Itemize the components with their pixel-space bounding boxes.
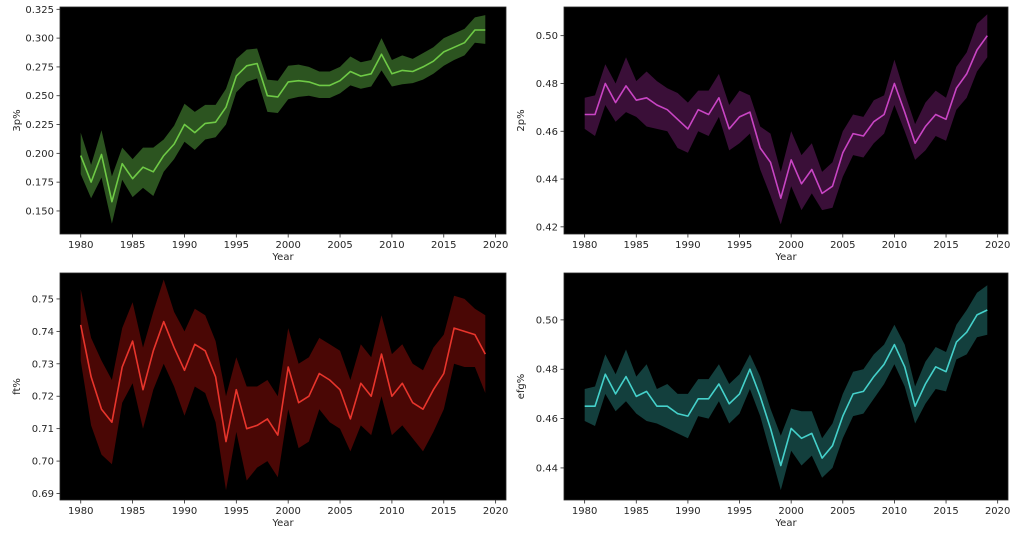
chart-panel-2p-pct: 1980 1985 1990 1995 2000 2005 2010 2015 2020 0.42… bbox=[516, 6, 1010, 263]
x-tick-label: 1995 bbox=[224, 240, 249, 251]
x-tick-label: 2000 bbox=[778, 240, 803, 251]
y-axis-label: 3p% bbox=[12, 109, 23, 131]
x-tick-label: 2005 bbox=[327, 506, 352, 517]
y-tick-label: 0.300 bbox=[25, 34, 54, 45]
y-axis-label: ft% bbox=[12, 378, 23, 395]
x-tick-label: 2010 bbox=[379, 506, 404, 517]
y-tick-label: 0.225 bbox=[25, 120, 54, 131]
y-axis-label: efg% bbox=[516, 374, 527, 400]
x-tick-label: 1985 bbox=[624, 506, 649, 517]
x-tick-label: 2005 bbox=[830, 506, 855, 517]
x-tick-label: 2000 bbox=[778, 506, 803, 517]
y-tick-label: 0.44 bbox=[536, 463, 558, 474]
y-tick-label: 0.70 bbox=[32, 457, 54, 468]
axes-frame bbox=[563, 272, 1009, 501]
x-tick-label: 2015 bbox=[431, 240, 456, 251]
y-axis-label: 2p% bbox=[516, 109, 527, 131]
x-tick-label: 1980 bbox=[68, 240, 93, 251]
y-tick-label: 0.325 bbox=[25, 5, 54, 16]
x-tick-label: 1985 bbox=[120, 506, 145, 517]
y-tick-label: 0.42 bbox=[536, 222, 558, 233]
x-tick-label: 2000 bbox=[275, 506, 300, 517]
x-tick-label: 1990 bbox=[172, 506, 197, 517]
y-tick-label: 0.44 bbox=[536, 175, 558, 186]
x-tick-label: 2000 bbox=[275, 240, 300, 251]
axes-frame bbox=[59, 272, 507, 501]
y-tick-label: 0.73 bbox=[32, 359, 54, 370]
y-tick-label: 0.75 bbox=[32, 294, 54, 305]
x-tick-label: 2020 bbox=[985, 506, 1010, 517]
y-tick-label: 0.50 bbox=[536, 315, 558, 326]
y-tick-label: 0.69 bbox=[32, 489, 54, 500]
x-axis-label: Year bbox=[271, 518, 294, 529]
x-tick-label: 1980 bbox=[572, 506, 597, 517]
y-tick-label: 0.275 bbox=[25, 62, 54, 73]
x-tick-label: 1980 bbox=[572, 240, 597, 251]
x-tick-label: 1990 bbox=[675, 506, 700, 517]
series-line bbox=[79, 320, 487, 443]
y-tick-label: 0.48 bbox=[536, 79, 558, 90]
y-tick-label: 0.150 bbox=[25, 206, 54, 217]
x-axis-label: Year bbox=[271, 252, 294, 263]
series-line bbox=[584, 309, 988, 467]
x-tick-label: 2010 bbox=[882, 506, 907, 517]
x-tick-label: 1990 bbox=[675, 240, 700, 251]
y-tick-label: 0.71 bbox=[32, 424, 54, 435]
y-tick-label: 0.48 bbox=[536, 365, 558, 376]
x-tick-label: 1995 bbox=[727, 506, 752, 517]
confidence-band bbox=[80, 279, 486, 491]
x-tick-label: 1995 bbox=[224, 506, 249, 517]
y-tick-label: 0.74 bbox=[32, 327, 54, 338]
x-tick-label: 2015 bbox=[933, 506, 958, 517]
y-tick-label: 0.175 bbox=[25, 178, 54, 189]
x-tick-label: 1990 bbox=[172, 240, 197, 251]
series-line bbox=[79, 29, 486, 203]
y-tick-label: 0.250 bbox=[25, 91, 54, 102]
y-tick-label: 0.50 bbox=[536, 31, 558, 42]
x-tick-label: 1985 bbox=[120, 240, 145, 251]
plot-area bbox=[60, 7, 506, 234]
x-tick-label: 2020 bbox=[985, 240, 1010, 251]
series-line bbox=[584, 35, 988, 199]
axes-frame bbox=[59, 6, 507, 235]
x-tick-label: 2020 bbox=[483, 506, 508, 517]
x-axis-label: Year bbox=[774, 518, 797, 529]
x-tick-label: 2005 bbox=[327, 240, 352, 251]
x-tick-label: 1985 bbox=[624, 240, 649, 251]
y-tick-label: 0.72 bbox=[32, 392, 54, 403]
x-tick-label: 2015 bbox=[431, 506, 456, 517]
x-tick-label: 2020 bbox=[483, 240, 508, 251]
x-tick-label: 2015 bbox=[933, 240, 958, 251]
y-tick-label: 0.200 bbox=[25, 149, 54, 160]
x-tick-label: 2005 bbox=[830, 240, 855, 251]
x-tick-label: 1980 bbox=[68, 506, 93, 517]
x-axis-label: Year bbox=[774, 252, 797, 263]
x-tick-label: 1995 bbox=[727, 240, 752, 251]
chart-panel-ft-pct: 1980 1985 1990 1995 2000 2005 2010 2015 2020 0.69… bbox=[12, 272, 508, 529]
axes-frame bbox=[563, 6, 1009, 235]
confidence-band bbox=[80, 15, 486, 224]
x-tick-label: 2010 bbox=[379, 240, 404, 251]
chart-panel-efg-pct: 1980 1985 1990 1995 2000 2005 2010 2015 2020 0.44… bbox=[516, 272, 1010, 529]
y-tick-label: 0.46 bbox=[536, 127, 558, 138]
y-tick-label: 0.46 bbox=[536, 414, 558, 425]
x-tick-label: 2010 bbox=[882, 240, 907, 251]
chart-panel-3p-pct: 1980 1985 1990 1995 2000 2005 2010 2015 2020 0.15… bbox=[12, 5, 508, 263]
